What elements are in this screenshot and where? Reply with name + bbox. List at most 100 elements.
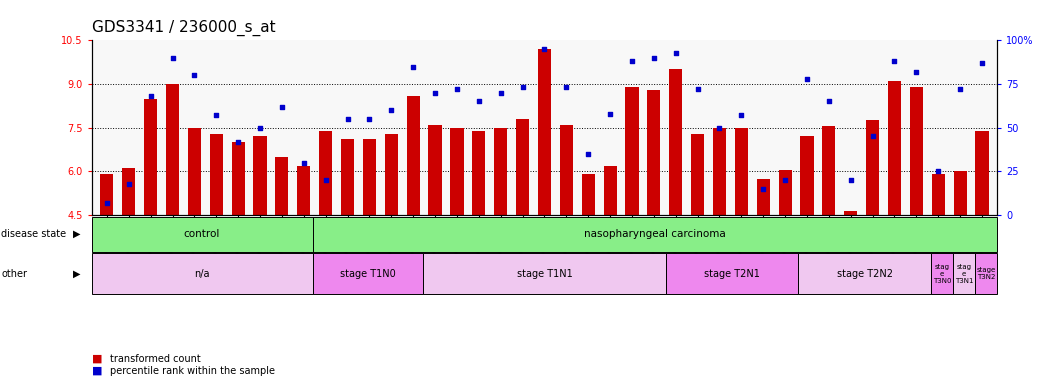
Bar: [516, 119, 529, 215]
Point: [951, 86, 968, 92]
Bar: [666, 253, 798, 294]
Text: GDS3341 / 236000_s_at: GDS3341 / 236000_s_at: [92, 20, 275, 36]
Point: [405, 63, 422, 70]
Text: disease state: disease state: [1, 229, 67, 239]
Bar: [92, 217, 312, 252]
Point: [689, 86, 706, 92]
Bar: [798, 253, 931, 294]
Bar: [312, 217, 997, 252]
Text: stage T2N1: stage T2N1: [705, 268, 760, 279]
Bar: [231, 142, 245, 215]
Bar: [298, 166, 310, 215]
Bar: [757, 179, 769, 215]
Point: [798, 76, 815, 82]
Bar: [254, 136, 266, 215]
Point: [99, 200, 116, 206]
Bar: [669, 70, 682, 215]
Bar: [451, 127, 463, 215]
Point: [820, 98, 837, 104]
Text: ▶: ▶: [73, 268, 80, 279]
Point: [274, 104, 290, 110]
Point: [711, 124, 728, 131]
Point: [733, 113, 750, 119]
Text: ▶: ▶: [73, 229, 80, 239]
Point: [842, 177, 859, 183]
Bar: [801, 136, 813, 215]
Bar: [931, 253, 954, 294]
Point: [230, 139, 247, 145]
Text: transformed count: transformed count: [110, 354, 201, 364]
Bar: [122, 169, 135, 215]
Bar: [320, 131, 332, 215]
Point: [252, 124, 269, 131]
Point: [492, 90, 509, 96]
Bar: [560, 125, 573, 215]
Text: control: control: [184, 229, 221, 239]
Bar: [932, 174, 945, 215]
Text: nasopharyngeal carcinoma: nasopharyngeal carcinoma: [584, 229, 726, 239]
Point: [121, 180, 137, 187]
Text: percentile rank within the sample: percentile rank within the sample: [110, 366, 276, 376]
Point: [864, 133, 881, 139]
Bar: [363, 139, 376, 215]
Bar: [494, 127, 507, 215]
Bar: [209, 134, 223, 215]
Text: stage T1N1: stage T1N1: [516, 268, 573, 279]
Point: [908, 69, 924, 75]
Bar: [954, 253, 975, 294]
Point: [208, 113, 225, 119]
Point: [296, 160, 312, 166]
Bar: [713, 127, 726, 215]
Text: stage T2N2: stage T2N2: [837, 268, 893, 279]
Text: stag
e
T3N1: stag e T3N1: [955, 263, 973, 284]
Bar: [166, 84, 179, 215]
Bar: [866, 121, 880, 215]
Text: ■: ■: [92, 354, 102, 364]
Point: [318, 177, 334, 183]
Bar: [312, 253, 423, 294]
Bar: [144, 99, 157, 215]
Bar: [100, 174, 113, 215]
Bar: [779, 170, 791, 215]
Point: [755, 186, 771, 192]
Point: [777, 177, 793, 183]
Point: [667, 50, 684, 56]
Bar: [423, 253, 666, 294]
Point: [471, 98, 487, 104]
Bar: [910, 87, 923, 215]
Bar: [276, 157, 288, 215]
Bar: [888, 81, 902, 215]
Point: [536, 46, 553, 52]
Text: stage
T3N2: stage T3N2: [976, 267, 996, 280]
Text: stag
e
T3N0: stag e T3N0: [933, 263, 951, 284]
Bar: [954, 171, 967, 215]
Bar: [626, 87, 638, 215]
Point: [143, 93, 159, 99]
Bar: [385, 134, 398, 215]
Text: stage T1N0: stage T1N0: [339, 268, 396, 279]
Bar: [844, 211, 858, 215]
Text: ■: ■: [92, 366, 102, 376]
Point: [558, 84, 575, 91]
Bar: [92, 253, 312, 294]
Bar: [975, 131, 989, 215]
Point: [383, 107, 400, 113]
Bar: [691, 134, 704, 215]
Point: [645, 55, 662, 61]
Point: [930, 168, 946, 174]
Bar: [582, 174, 594, 215]
Point: [886, 58, 903, 65]
Bar: [604, 166, 616, 215]
Bar: [187, 127, 201, 215]
Point: [514, 84, 531, 91]
Bar: [473, 131, 485, 215]
Bar: [538, 49, 551, 215]
Text: other: other: [1, 268, 27, 279]
Bar: [341, 139, 354, 215]
Point: [580, 151, 596, 157]
Point: [602, 111, 618, 117]
Point: [427, 90, 443, 96]
Bar: [648, 90, 660, 215]
Point: [449, 86, 465, 92]
Bar: [407, 96, 420, 215]
